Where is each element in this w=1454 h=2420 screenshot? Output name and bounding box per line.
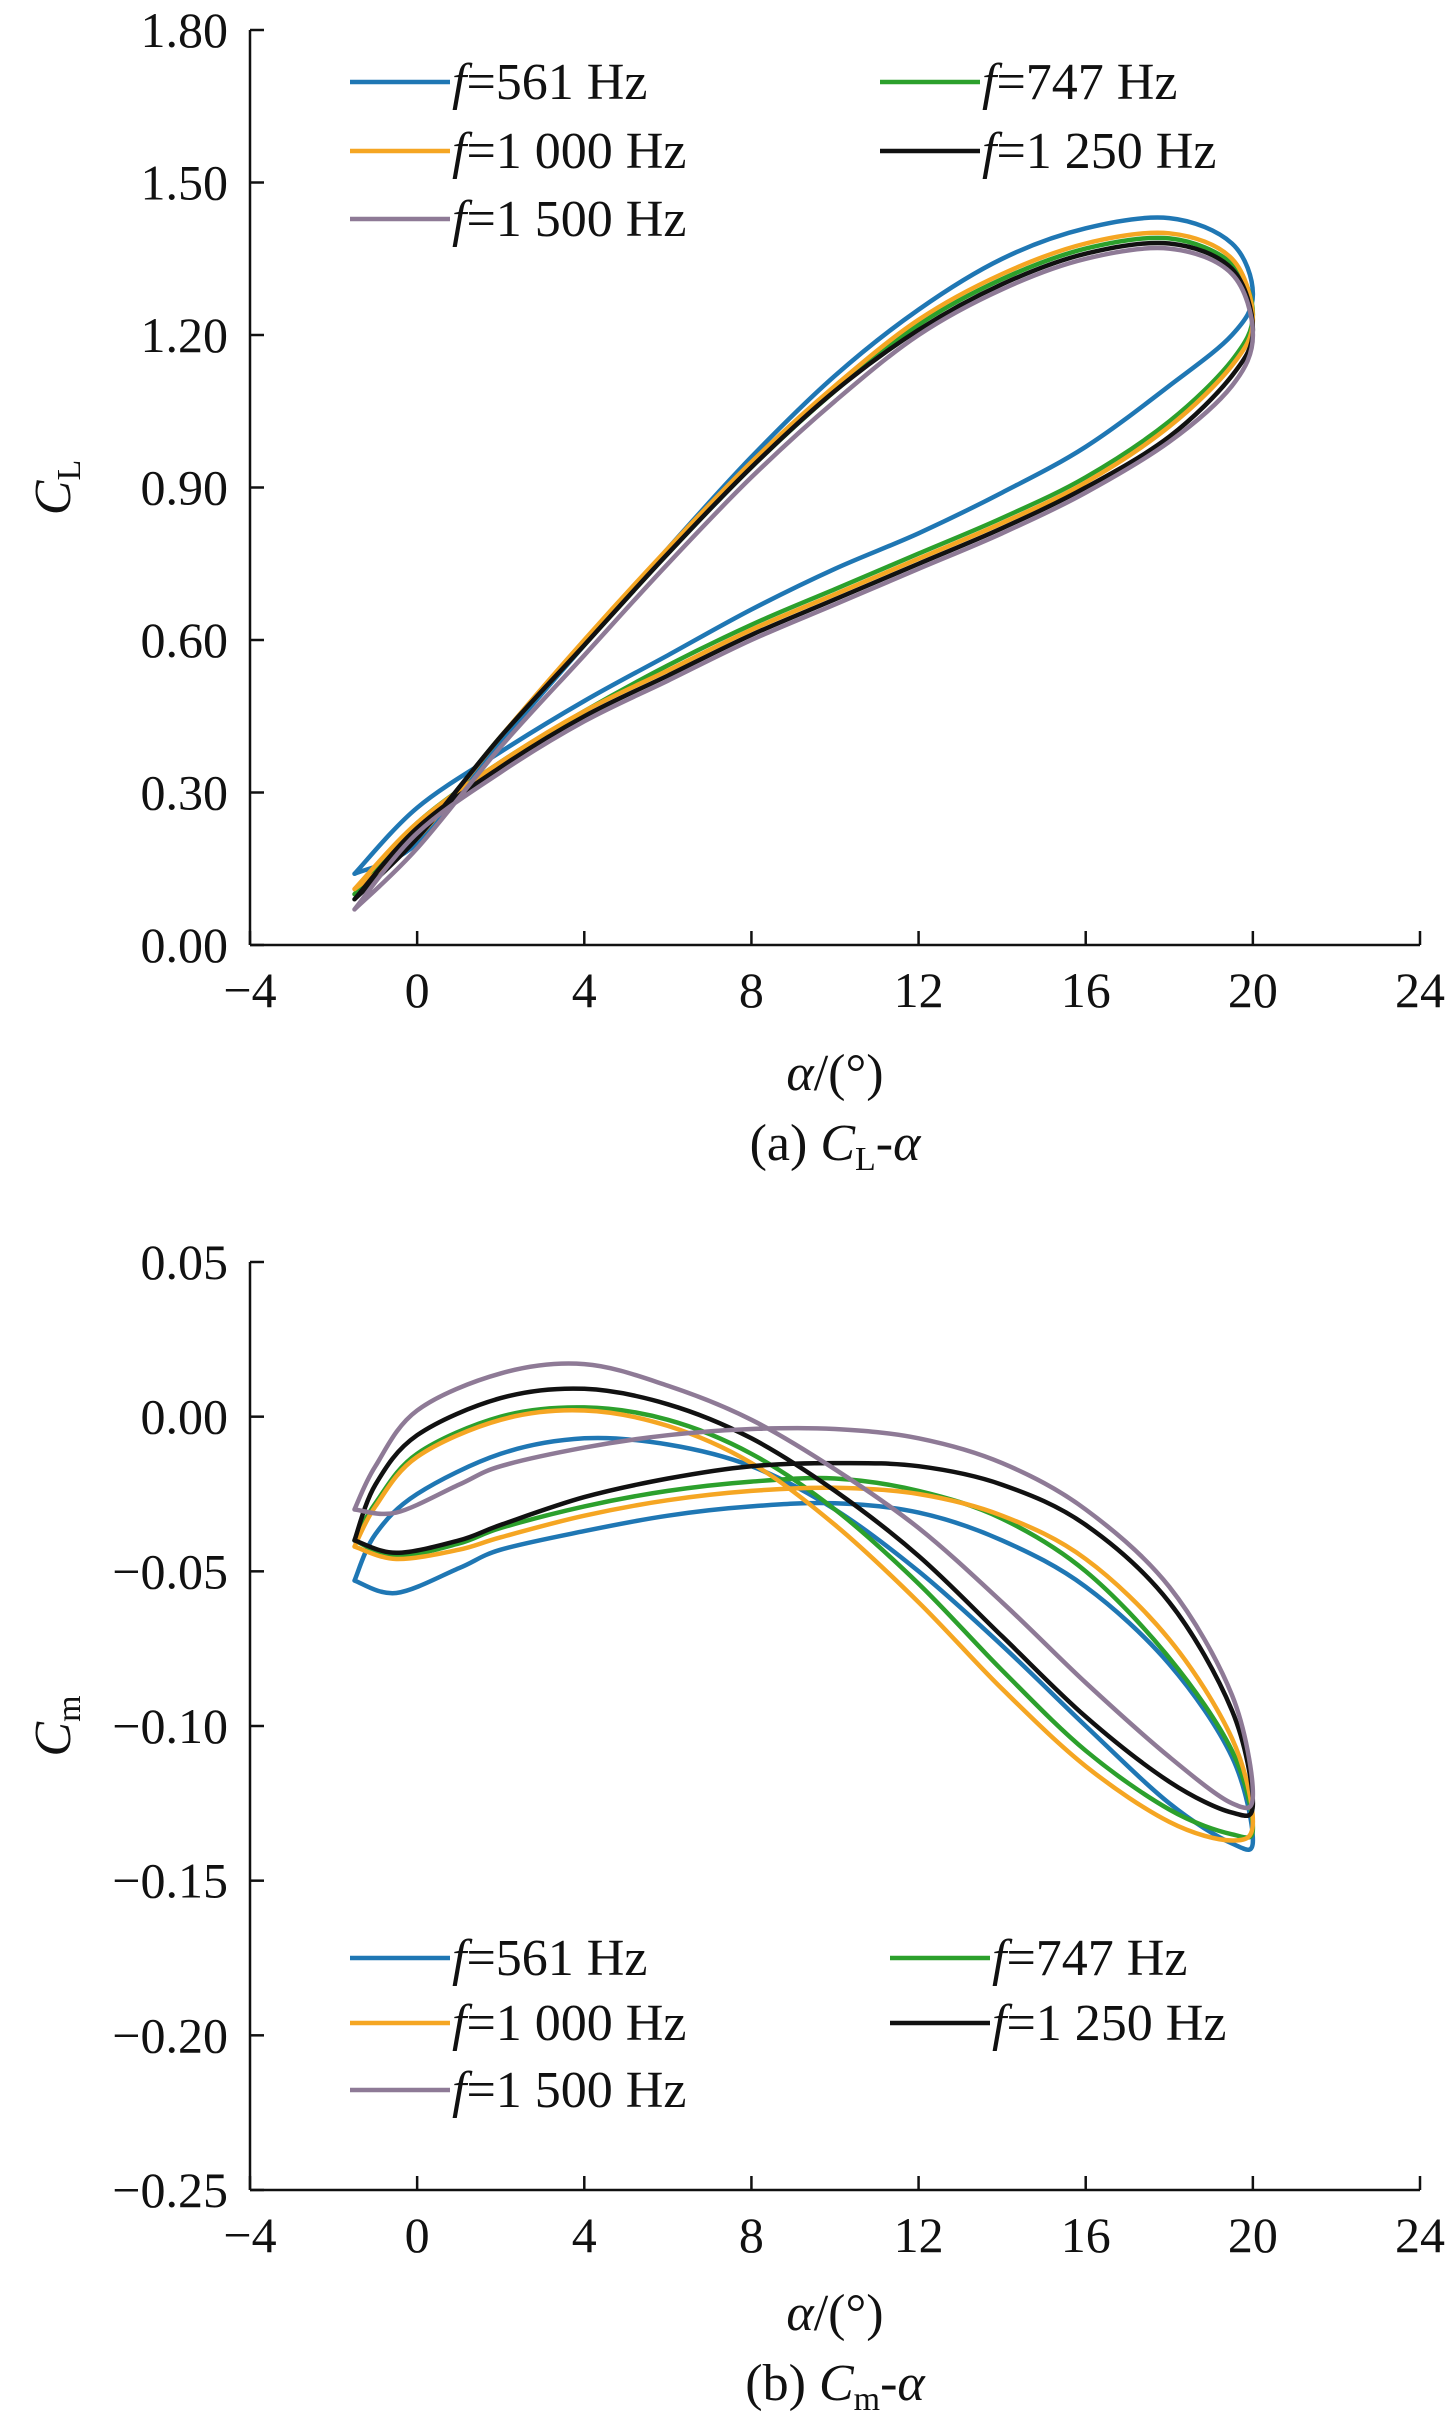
y-tick-label: 1.20 xyxy=(141,307,229,363)
y-tick-label: −0.15 xyxy=(112,1853,228,1909)
panel-caption-subscript: L xyxy=(855,1141,876,1178)
y-axis-label: Cm xyxy=(25,1695,88,1756)
y-axis-label-symbol: C xyxy=(25,1721,82,1757)
legend-label: f=1 500 Hz xyxy=(452,2062,686,2119)
series-line-1000hz xyxy=(352,1408,1256,1843)
x-tick-label: 20 xyxy=(1228,962,1278,1018)
legend-label-value: =561 Hz xyxy=(466,1930,647,1987)
panel-caption: (b) Cm-α xyxy=(745,2355,926,2418)
y-axis-label-subscript: L xyxy=(51,460,88,481)
x-tick-label: −4 xyxy=(223,2207,276,2263)
legend-label: f=747 Hz xyxy=(992,1930,1187,1987)
legend-label: f=747 Hz xyxy=(982,54,1177,111)
x-tick-label: 8 xyxy=(739,962,764,1018)
series-line-1250hz xyxy=(352,240,1256,902)
x-tick-label: 24 xyxy=(1395,2207,1445,2263)
x-tick-label: 0 xyxy=(405,2207,430,2263)
panel-caption-prefix: (b) xyxy=(745,2355,819,2412)
y-tick-label: 0.60 xyxy=(141,612,229,668)
chart-moment: −0.25 −0.20 −0.15 −0.10 −0.05 0.00 0.05 −4 0 4 8 12… xyxy=(25,1234,1445,2418)
legend-label: f=561 Hz xyxy=(452,54,647,111)
y-tick-label: −0.20 xyxy=(112,2007,228,2063)
y-tick-label: 0.00 xyxy=(141,1389,229,1445)
panel-caption-symbol: C xyxy=(820,1115,856,1172)
panel-caption-dash: - xyxy=(876,1115,893,1172)
x-tick-label: 16 xyxy=(1061,962,1111,1018)
legend-label-value: =747 Hz xyxy=(996,54,1177,111)
legend-label: f=1 250 Hz xyxy=(992,1995,1226,2052)
legend-label-value: =1 500 Hz xyxy=(466,191,686,248)
x-tick-label: 24 xyxy=(1395,962,1445,1018)
x-tick-label: 12 xyxy=(894,2207,944,2263)
y-tick-label: −0.05 xyxy=(112,1543,228,1599)
x-tick-label: −4 xyxy=(223,962,276,1018)
panel-caption-subscript: m xyxy=(854,2381,880,2418)
legend-label: f=1 500 Hz xyxy=(452,191,686,248)
x-tick-label: 0 xyxy=(405,962,430,1018)
panel-caption-alpha: α xyxy=(897,2355,926,2412)
y-tick-label: 0.00 xyxy=(141,917,229,973)
y-tick-label: −0.25 xyxy=(112,2162,228,2218)
y-tick-label: 0.30 xyxy=(141,765,229,821)
y-axis-label-group: Cm xyxy=(25,1695,88,1756)
panel-caption-prefix: (a) xyxy=(750,1115,821,1172)
x-axis-label-unit: /(°) xyxy=(814,1045,884,1102)
panel-caption-alpha: α xyxy=(893,1115,922,1172)
chart-lift: 0.00 0.30 0.60 0.90 1.20 1.50 1.80 −4 0 4 8 12 16 20 2… xyxy=(25,2,1445,1178)
x-axis-label-symbol: α xyxy=(786,1045,815,1102)
x-tick-label: 20 xyxy=(1228,2207,1278,2263)
x-axis-label: α/(°) xyxy=(786,1045,883,1102)
series-line-1000hz xyxy=(352,230,1256,892)
legend-label: f=561 Hz xyxy=(452,1930,647,1987)
series-line-1500hz xyxy=(352,245,1256,912)
y-tick-label: −0.10 xyxy=(112,1698,228,1754)
x-tick-label: 4 xyxy=(572,962,597,1018)
panel-caption-dash: - xyxy=(880,2355,897,2412)
panel-caption: (a) CL-α xyxy=(750,1115,923,1178)
x-axis-label: α/(°) xyxy=(786,2285,883,2342)
x-tick-label: 4 xyxy=(572,2207,597,2263)
legend-label: f=1 000 Hz xyxy=(452,123,686,180)
legend-label-value: =1 000 Hz xyxy=(466,1995,686,2052)
x-tick-label: 16 xyxy=(1061,2207,1111,2263)
x-axis-label-unit: /(°) xyxy=(814,2285,884,2342)
legend-label: f=1 250 Hz xyxy=(982,123,1216,180)
legend-label-value: =561 Hz xyxy=(466,54,647,111)
legend-label-value: =747 Hz xyxy=(1006,1930,1187,1987)
x-tick-label: 12 xyxy=(894,962,944,1018)
legend-label: f=1 000 Hz xyxy=(452,1995,686,2052)
y-tick-label: 0.90 xyxy=(141,460,229,516)
x-tick-label: 8 xyxy=(739,2207,764,2263)
y-tick-label: 0.05 xyxy=(141,1234,229,1290)
y-axis-label-group: CL xyxy=(25,460,88,515)
y-axis-label: CL xyxy=(25,460,88,515)
y-tick-label: 1.80 xyxy=(141,2,229,58)
y-tick-label: 1.50 xyxy=(141,155,229,211)
legend-label-value: =1 250 Hz xyxy=(1006,1995,1226,2052)
y-axis-label-symbol: C xyxy=(25,479,82,515)
panel-caption-symbol: C xyxy=(819,2355,855,2412)
series-line-1500hz xyxy=(352,1361,1256,1811)
x-axis-label-symbol: α xyxy=(786,2285,815,2342)
legend-label-value: =1 250 Hz xyxy=(996,123,1216,180)
series-line-747hz xyxy=(352,235,1256,897)
y-axis-label-subscript: m xyxy=(51,1695,88,1721)
legend-label-value: =1 000 Hz xyxy=(466,123,686,180)
legend-label-value: =1 500 Hz xyxy=(466,2062,686,2119)
